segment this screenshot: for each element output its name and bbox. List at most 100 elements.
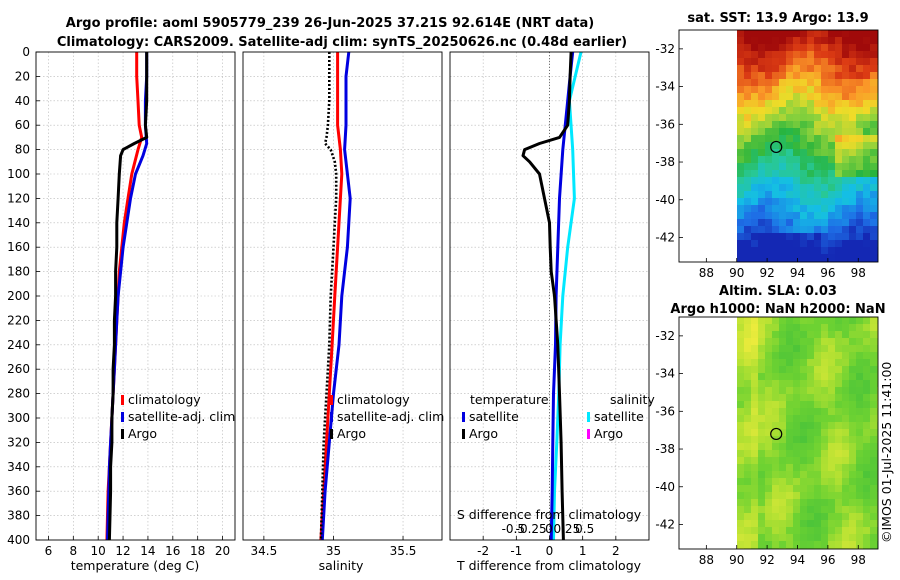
map-cell — [856, 86, 863, 93]
map-cell — [737, 380, 744, 387]
map-cell — [786, 170, 793, 177]
map-cell — [870, 527, 877, 534]
map-cell — [814, 506, 821, 513]
map-cell — [814, 149, 821, 156]
map-cell — [765, 499, 772, 506]
map-cell — [765, 317, 772, 324]
depth-tick-label: 140 — [7, 216, 30, 230]
map-cell — [856, 212, 863, 219]
map-cell — [779, 345, 786, 352]
map-cell — [849, 436, 856, 443]
map-cell — [772, 464, 779, 471]
map-cell — [863, 233, 870, 240]
map-cell — [786, 184, 793, 191]
map-cell — [793, 149, 800, 156]
map-cell — [744, 86, 751, 93]
map-cell — [835, 317, 842, 324]
map-cell — [751, 170, 758, 177]
map-cell — [849, 149, 856, 156]
map-cell — [765, 93, 772, 100]
map-cell — [779, 72, 786, 79]
map-cell — [821, 163, 828, 170]
map-cell — [835, 219, 842, 226]
salinity-diff-tick-label: -0.25 — [516, 522, 547, 536]
map-cell — [807, 142, 814, 149]
map-cell — [772, 72, 779, 79]
map-cell — [842, 331, 849, 338]
map-cell — [849, 534, 856, 541]
map-cell — [786, 443, 793, 450]
map-cell — [744, 247, 751, 254]
map-cell — [835, 79, 842, 86]
map-cell — [821, 51, 828, 58]
map-cell — [793, 205, 800, 212]
map-cell — [814, 380, 821, 387]
map-cell — [737, 44, 744, 51]
map-cell — [863, 226, 870, 233]
map-cell — [744, 443, 751, 450]
map-cell — [877, 184, 878, 191]
map-cell — [842, 128, 849, 135]
map-cell — [849, 65, 856, 72]
map-cell — [765, 51, 772, 58]
map-cell — [751, 79, 758, 86]
lat-tick-label: -42 — [655, 230, 675, 244]
map-cell — [737, 485, 744, 492]
map-cell — [877, 261, 878, 262]
map-cell — [807, 93, 814, 100]
map-cell — [863, 387, 870, 394]
map-cell — [779, 107, 786, 114]
map-cell — [772, 387, 779, 394]
map-cell — [758, 492, 765, 499]
map-cell — [821, 219, 828, 226]
map-cell — [800, 261, 807, 262]
map-cell — [877, 541, 878, 548]
map-cell — [814, 401, 821, 408]
map-cell — [772, 527, 779, 534]
map-cell — [849, 86, 856, 93]
legend-climatology-label: climatology — [128, 392, 201, 407]
map-cell — [737, 345, 744, 352]
map-cell — [870, 79, 877, 86]
map-cell — [870, 170, 877, 177]
map-cell — [765, 184, 772, 191]
map-cell — [877, 107, 878, 114]
map-cell — [758, 233, 765, 240]
map-cell — [779, 114, 786, 121]
map-cell — [870, 548, 877, 549]
difference-xlabel: T difference from climatology — [456, 558, 642, 573]
map-cell — [849, 135, 856, 142]
map-cell — [814, 352, 821, 359]
map-cell — [863, 520, 870, 527]
depth-tick-label: 380 — [7, 509, 30, 523]
map-cell — [765, 450, 772, 457]
map-cell — [849, 107, 856, 114]
map-cell — [744, 541, 751, 548]
map-cell — [772, 499, 779, 506]
map-cell — [863, 205, 870, 212]
map-cell — [870, 177, 877, 184]
map-cell — [835, 345, 842, 352]
map-cell — [779, 93, 786, 100]
map-cell — [863, 149, 870, 156]
map-cell — [856, 401, 863, 408]
map-cell — [877, 44, 878, 51]
map-cell — [856, 65, 863, 72]
map-cell — [786, 149, 793, 156]
map-cell — [751, 44, 758, 51]
map-cell — [863, 534, 870, 541]
map-cell — [779, 86, 786, 93]
map-cell — [828, 247, 835, 254]
map-cell — [800, 450, 807, 457]
map-cell — [870, 366, 877, 373]
map-cell — [821, 121, 828, 128]
map-cell — [793, 513, 800, 520]
map-cell — [814, 366, 821, 373]
map-cell — [807, 58, 814, 65]
map-cell — [737, 401, 744, 408]
map-cell — [856, 135, 863, 142]
map-cell — [765, 352, 772, 359]
map-cell — [856, 177, 863, 184]
map-cell — [877, 149, 878, 156]
map-cell — [828, 198, 835, 205]
